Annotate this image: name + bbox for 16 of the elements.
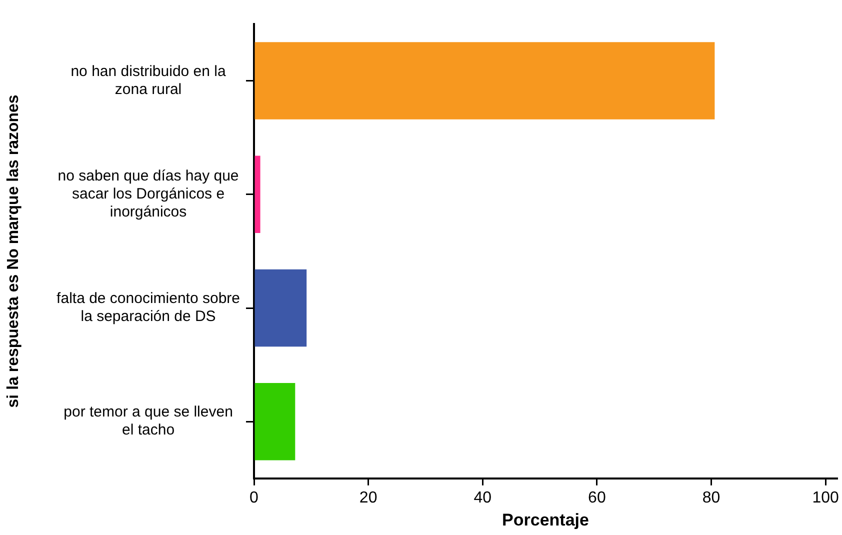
bar — [254, 269, 307, 347]
bar — [254, 156, 260, 234]
x-tick-label: 100 — [812, 489, 840, 506]
bar — [254, 382, 296, 460]
bar — [254, 42, 715, 120]
y-tick-label: falta de conocimiento sobre la separación de DS — [56, 290, 240, 326]
x-tick-label: 20 — [359, 489, 378, 506]
x-tick-label: 80 — [702, 489, 720, 506]
y-tick-label: no han distribuido en la zona rural — [70, 62, 226, 98]
y-tick-label: por temor a que se lleven el tacho — [64, 404, 233, 439]
x-tick-label: 0 — [250, 489, 259, 506]
x-tick-label: 60 — [588, 489, 606, 506]
y-tick-label: no saben que días hay que sacar los Dorgánicos e inorgánicos — [58, 168, 239, 221]
x-axis-title: Porcentaje — [502, 510, 589, 530]
y-axis-title: si la respuesta es No marque las razones — [5, 94, 22, 408]
x-tick-label: 40 — [474, 489, 492, 506]
